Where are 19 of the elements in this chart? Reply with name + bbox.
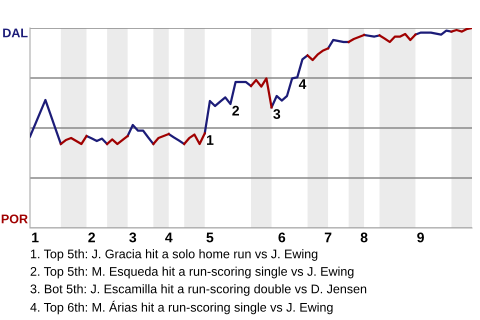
x-tick-label: 8 bbox=[360, 232, 368, 242]
text: 1. Top 5th: J. Gracia hit a solo home run vs J. Ewing bbox=[30, 249, 318, 261]
x-tick-label: 5 bbox=[206, 232, 214, 242]
x-tick-label: 3 bbox=[129, 232, 136, 242]
x-tick-label: 6 bbox=[278, 232, 286, 242]
annotation: 4 bbox=[298, 79, 306, 89]
text: 3. Bot 5th: J. Escamilla hit a run-scoring double vs D. Jensen bbox=[30, 284, 366, 296]
text: POR bbox=[2, 214, 28, 224]
x-tick-label: 7 bbox=[324, 232, 332, 242]
annotation: 2 bbox=[232, 106, 239, 116]
text: 2. Top 5th: M. Esqueda hit a run-scoring single vs J. Ewing bbox=[30, 266, 354, 278]
text: DAL bbox=[3, 28, 28, 38]
x-tick-label: 1 bbox=[32, 232, 39, 242]
annotation: 1 bbox=[207, 135, 214, 145]
x-tick-label: 4 bbox=[165, 232, 173, 242]
annotation: 3 bbox=[273, 109, 280, 120]
text: 4. Top 6th: M. Árias hit a run-scoring single vs J. Ewing bbox=[30, 300, 333, 314]
x-tick-label: 2 bbox=[88, 232, 95, 242]
x-tick-label: 9 bbox=[417, 232, 424, 242]
